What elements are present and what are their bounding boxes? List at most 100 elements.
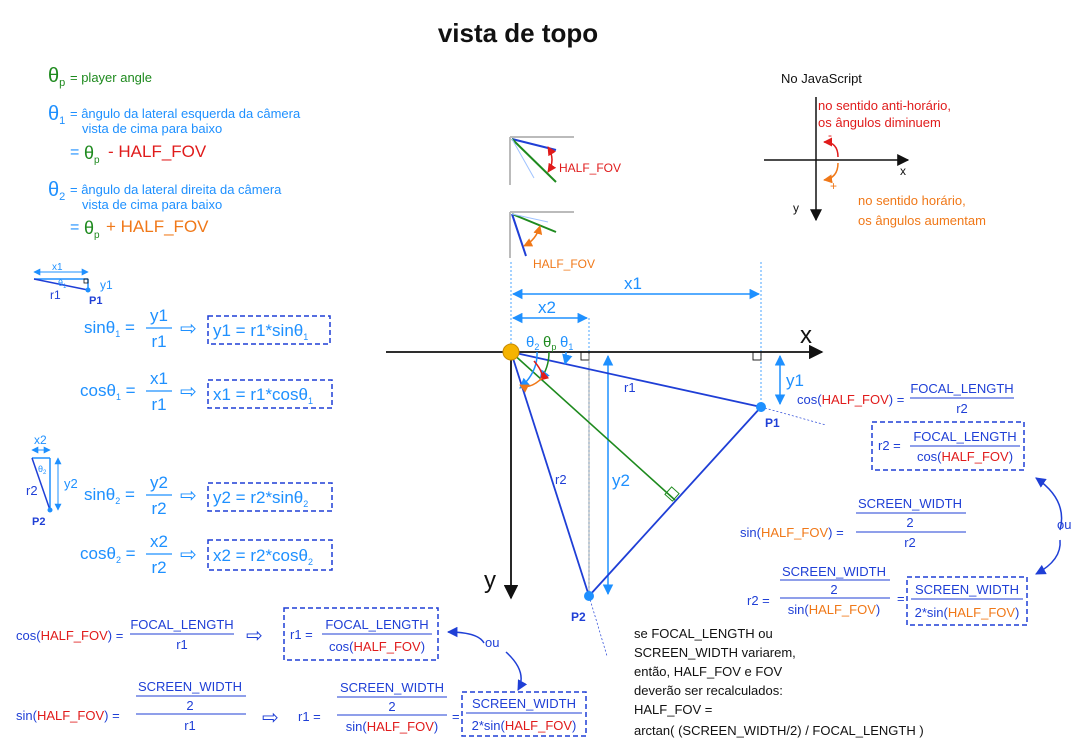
focal-length-num-2: FOCAL_LENGTH [325, 617, 428, 632]
eq-sign: = [897, 591, 905, 606]
box-r1-screen [461, 691, 587, 737]
r1-eq-label: r1 = [290, 627, 313, 642]
two-sin-den: 2*sin(HALF_FOV) [472, 718, 577, 733]
cw-arc [823, 162, 839, 184]
page-title: vista de topo [438, 18, 598, 48]
two-num: 2 [388, 699, 395, 714]
note-line: arctan( (SCREEN_WIDTH/2) / FOCAL_LENGTH … [634, 723, 924, 738]
right-angle-marker [580, 351, 590, 361]
arrow-icon: ⇨ [262, 707, 279, 729]
x2-label: x2 [538, 298, 556, 317]
legend: θp = player angle θ1 = ângulo da lateral… [48, 65, 301, 241]
r1-den: r1 [176, 637, 188, 652]
p1-point [756, 402, 766, 412]
theta-2-eq-thetap: θp [84, 218, 100, 241]
theta1-main-label: θ1 [560, 334, 573, 352]
focal-length-num: FOCAL_LENGTH [130, 617, 233, 632]
theta-p-symbol: θp [48, 65, 65, 89]
cos-half-fov-r1: cos(HALF_FOV) = [16, 628, 123, 643]
focal-length-num-2: FOCAL_LENGTH [913, 429, 1016, 444]
theta-2-eq: = [70, 219, 79, 236]
box-x1-text: x1 = r1*cosθ1 [213, 385, 313, 406]
cos-theta1: cosθ1 = [80, 381, 136, 402]
tri2-r-label: r2 [26, 483, 38, 498]
frac-y1: y1 [150, 306, 168, 325]
tri1-hyp [33, 278, 89, 291]
right-angle-marker-center [664, 486, 680, 502]
eq-sign: = [452, 709, 460, 724]
minus-sign: - [828, 128, 832, 142]
theta-1-definition: = ângulo da lateral esquerda da câmera [70, 106, 301, 121]
half-fov-arc-2 [519, 377, 543, 393]
note-line: HALF_FOV = [634, 702, 712, 717]
ray-center [510, 351, 676, 501]
ccw-line2: os ângulos diminuem [818, 115, 941, 130]
inset2-center-ray [511, 213, 557, 233]
theta2-main-label: θ2 [526, 334, 539, 352]
inset1-center-ray [511, 138, 557, 183]
box-y2-text: y2 = r2*sinθ2 [213, 488, 308, 509]
two-sin-den: 2*sin(HALF_FOV) [915, 605, 1020, 620]
cos-half-fov-r2: cos(HALF_FOV) = [797, 392, 904, 407]
ccw-line1: no sentido anti-horário, [818, 98, 951, 113]
ou-arrow-bottom [1035, 539, 1061, 575]
p2-point [584, 591, 594, 601]
js-y-label: y [793, 201, 799, 215]
theta-2-definition: = ângulo da lateral direita da câmera [70, 182, 282, 197]
box-r1-focal [283, 607, 439, 661]
ou-label: ou [485, 635, 499, 650]
theta-2-eq-half: + HALF_FOV [106, 217, 209, 236]
theta-1-eq: = [70, 144, 79, 161]
arrow-icon: ⇨ [180, 318, 197, 340]
small-triangle-1: x1 y1 r1 θ1 P1 [33, 262, 113, 307]
box-y1 [207, 315, 331, 345]
sin-theta1: sinθ1 = [84, 318, 135, 339]
player-icon [502, 343, 520, 361]
frac-r1-b: r1 [151, 395, 166, 414]
inset1-faint-ray [511, 138, 535, 179]
r1-label: r1 [624, 380, 636, 395]
inset2-label: HALF_FOV [533, 257, 595, 271]
inset1-label: HALF_FOV [559, 161, 621, 175]
x-axis-label: x [800, 322, 812, 349]
arrow-icon: ⇨ [180, 381, 197, 403]
frac-y2: y2 [150, 473, 168, 492]
x1-label: x1 [624, 274, 642, 293]
ccw-arc [823, 137, 839, 158]
frac-x2: x2 [150, 532, 168, 551]
r2-eq-label: r2 = [878, 438, 901, 453]
r1-den-b: r1 [184, 718, 196, 733]
bottom-formulas: cos(HALF_FOV) = FOCAL_LENGTH r1 ⇨ r1 = F… [16, 607, 587, 737]
inset2-faint-ray [511, 213, 549, 223]
box-y2 [207, 482, 333, 512]
sin-theta2: sinθ2 = [84, 485, 135, 506]
focal-length-num: FOCAL_LENGTH [910, 381, 1013, 396]
right-angle-marker [752, 351, 762, 361]
ou-arrow-top [1035, 477, 1063, 531]
plus-sign: + [830, 179, 837, 193]
js-x-label: x [900, 164, 906, 178]
p2-label: P2 [571, 610, 586, 624]
tri1-theta-label: θ1 [58, 278, 67, 290]
cos-half-fov-den: cos(HALF_FOV) [329, 639, 425, 654]
theta-2-definition-2: vista de cima para baixo [82, 197, 222, 212]
r2-den: r2 [956, 401, 968, 416]
sin-half-fov-den: sin(HALF_FOV) [346, 719, 438, 734]
tri2-hyp [31, 457, 51, 511]
cw-line1: no sentido horário, [858, 193, 966, 208]
box-y1-text: y1 = r1*sinθ1 [213, 321, 308, 342]
frac-r2: r2 [151, 499, 166, 518]
note-line: então, HALF_FOV e FOV [634, 664, 782, 679]
frac-x1: x1 [150, 369, 168, 388]
tri2-theta-label: θ2 [38, 464, 47, 476]
note-line: se FOCAL_LENGTH ou [634, 626, 773, 641]
y2-label: y2 [612, 471, 630, 490]
sin-half-fov-r2: sin(HALF_FOV) = [740, 525, 844, 540]
js-title: No JavaScript [781, 71, 862, 86]
ray-extension [588, 595, 608, 657]
p1-label: P1 [765, 416, 780, 430]
y-axis-label: y [484, 567, 496, 594]
theta-1-eq-half: - HALF_FOV [108, 142, 207, 161]
two-den: 2 [186, 698, 193, 713]
frac-r1: r1 [151, 332, 166, 351]
